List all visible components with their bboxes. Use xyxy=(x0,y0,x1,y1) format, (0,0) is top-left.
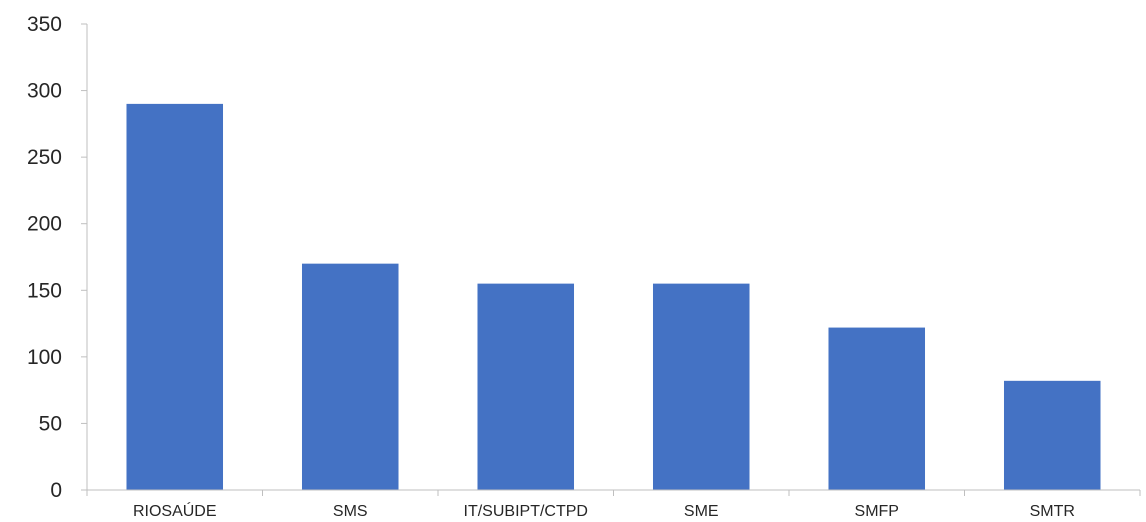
bar-sme xyxy=(652,283,750,490)
y-tick-label: 100 xyxy=(27,346,62,369)
bar-riosa-de xyxy=(126,103,224,490)
y-tick-label: 250 xyxy=(27,146,62,169)
x-tick-label: IT/SUBIPT/CTPD xyxy=(464,503,588,520)
bars xyxy=(126,103,1101,490)
y-tick-label: 50 xyxy=(39,412,62,435)
y-tick-label: 150 xyxy=(27,279,62,302)
x-tick-label: SMTR xyxy=(1030,503,1075,520)
y-tick-label: 200 xyxy=(27,213,62,236)
y-tick-label: 350 xyxy=(27,13,62,36)
bar-sms xyxy=(301,263,399,490)
bar-smfp xyxy=(828,327,926,490)
y-tick-label: 0 xyxy=(50,479,62,502)
bar-smtr xyxy=(1003,380,1101,490)
y-axis: 0 50 100 150 200 250 300 350 xyxy=(27,13,88,502)
y-tick-label: 300 xyxy=(27,80,62,103)
x-tick-label: SMS xyxy=(333,503,368,520)
x-axis: RIOSAÚDE SMS IT/SUBIPT/CTPD SME SMFP SMTR xyxy=(86,489,1141,520)
bar-it-subipt-ctpd xyxy=(477,283,575,490)
x-tick-label: SMFP xyxy=(855,503,899,520)
x-tick-label: RIOSAÚDE xyxy=(133,501,217,520)
x-tick-label: SME xyxy=(684,503,719,520)
